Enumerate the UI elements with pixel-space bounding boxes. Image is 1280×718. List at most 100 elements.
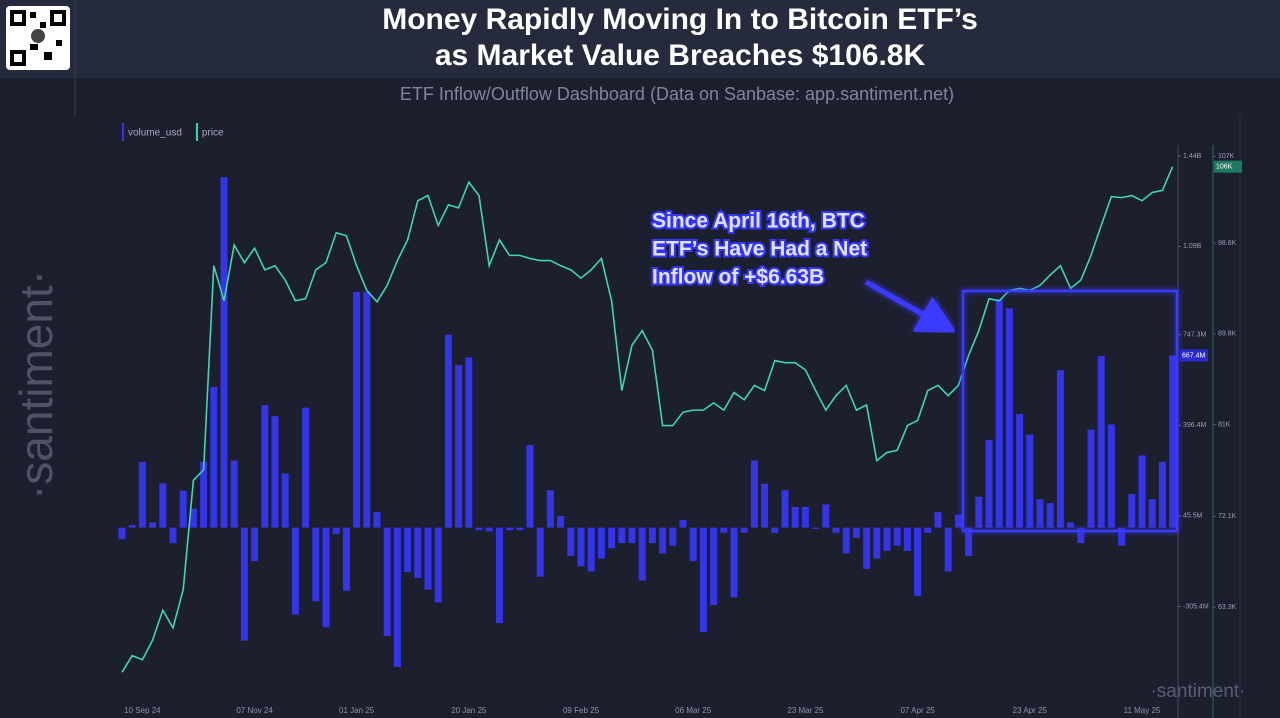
bar bbox=[179, 490, 187, 528]
x-tick-label: 20 Jan 25 bbox=[451, 706, 487, 715]
bar bbox=[1118, 527, 1126, 546]
chart-subtitle: ETF Inflow/Outflow Dashboard (Data on Sa… bbox=[400, 84, 954, 104]
bar bbox=[159, 483, 167, 528]
bar bbox=[781, 490, 789, 528]
bar bbox=[1016, 414, 1024, 528]
bar bbox=[291, 527, 299, 615]
y2-tick-label: 98.6K bbox=[1218, 240, 1237, 247]
bar bbox=[577, 527, 585, 567]
bar bbox=[893, 527, 901, 546]
watermark: ·santiment· bbox=[10, 270, 62, 500]
bar bbox=[699, 527, 707, 633]
bar bbox=[710, 527, 718, 606]
bar bbox=[261, 405, 269, 528]
bar bbox=[597, 527, 605, 559]
bar bbox=[332, 527, 340, 535]
bar bbox=[934, 512, 942, 528]
x-tick-label: 23 Apr 25 bbox=[1013, 706, 1048, 715]
bar bbox=[1097, 356, 1105, 528]
bar bbox=[628, 527, 636, 544]
bar bbox=[373, 512, 381, 528]
bar bbox=[1169, 355, 1177, 528]
x-tick-label: 10 Sep 24 bbox=[124, 706, 161, 715]
x-tick-label: 07 Nov 24 bbox=[236, 706, 273, 715]
bar bbox=[587, 527, 595, 572]
qr-code bbox=[6, 6, 70, 70]
bar bbox=[455, 365, 463, 528]
bar bbox=[495, 527, 503, 624]
bar bbox=[251, 527, 259, 562]
bar bbox=[281, 473, 289, 528]
x-tick-label: 06 Mar 25 bbox=[675, 706, 712, 715]
x-tick-label: 23 Mar 25 bbox=[787, 706, 824, 715]
bar bbox=[138, 461, 146, 528]
bar bbox=[118, 527, 126, 540]
bar bbox=[128, 525, 136, 528]
end-label: 106K bbox=[1216, 164, 1233, 171]
annotation-arrow bbox=[864, 279, 958, 334]
bar bbox=[995, 299, 1003, 528]
legend-swatch bbox=[122, 123, 124, 141]
end-label-box bbox=[1214, 160, 1242, 173]
bar bbox=[240, 527, 248, 641]
bar bbox=[740, 527, 748, 533]
bar bbox=[567, 527, 575, 557]
x-tick-label: 01 Jan 25 bbox=[339, 706, 375, 715]
bar bbox=[271, 416, 279, 528]
bar bbox=[801, 507, 809, 528]
y2-tick-label: 63.3K bbox=[1218, 604, 1237, 611]
bar bbox=[1087, 429, 1095, 528]
bar bbox=[444, 334, 452, 528]
bar bbox=[465, 357, 473, 528]
bar bbox=[638, 527, 646, 581]
bar bbox=[189, 508, 197, 528]
bar bbox=[536, 527, 544, 577]
legend-label: volume_usd bbox=[128, 128, 182, 139]
bar bbox=[516, 527, 524, 531]
bar bbox=[475, 527, 483, 531]
bar bbox=[414, 527, 422, 578]
price-line bbox=[121, 166, 1174, 673]
annotation-line: Since April 16th, BTC bbox=[652, 210, 865, 233]
bar bbox=[679, 519, 687, 528]
bar bbox=[863, 527, 871, 569]
bar bbox=[771, 527, 779, 533]
y-tick-label: 1.09B bbox=[1183, 243, 1202, 250]
y2-tick-label: 72.1K bbox=[1218, 513, 1237, 520]
bar bbox=[434, 527, 442, 603]
annotation-line: ETF’s Have Had a Net bbox=[652, 238, 867, 261]
y2-tick-label: 81K bbox=[1218, 421, 1231, 428]
bar bbox=[1046, 503, 1054, 528]
bar bbox=[965, 527, 973, 557]
bar bbox=[852, 527, 860, 538]
bar bbox=[1056, 370, 1064, 528]
bar bbox=[404, 527, 412, 573]
bar bbox=[883, 527, 891, 551]
bar bbox=[302, 407, 310, 528]
legend-swatch bbox=[195, 123, 198, 141]
bar bbox=[363, 291, 371, 528]
bar bbox=[669, 527, 677, 546]
bar bbox=[618, 527, 626, 544]
bar bbox=[312, 527, 320, 602]
x-tick-label: 11 May 25 bbox=[1124, 706, 1161, 715]
bar bbox=[149, 522, 157, 528]
highlight-box bbox=[961, 289, 1179, 533]
bar bbox=[169, 527, 177, 544]
bar bbox=[210, 387, 218, 528]
y2-tick-label: 107K bbox=[1218, 153, 1235, 160]
bar bbox=[791, 507, 799, 528]
bar bbox=[424, 527, 432, 590]
bar bbox=[822, 504, 830, 528]
y-tick-label: 747.3M bbox=[1183, 332, 1207, 339]
bar bbox=[220, 177, 228, 528]
end-label: 667.4M bbox=[1182, 352, 1206, 359]
header-band bbox=[0, 0, 1280, 78]
bar bbox=[485, 527, 493, 532]
bar bbox=[730, 527, 738, 598]
bar bbox=[506, 527, 514, 531]
bar bbox=[720, 527, 728, 533]
bar bbox=[1005, 308, 1013, 528]
